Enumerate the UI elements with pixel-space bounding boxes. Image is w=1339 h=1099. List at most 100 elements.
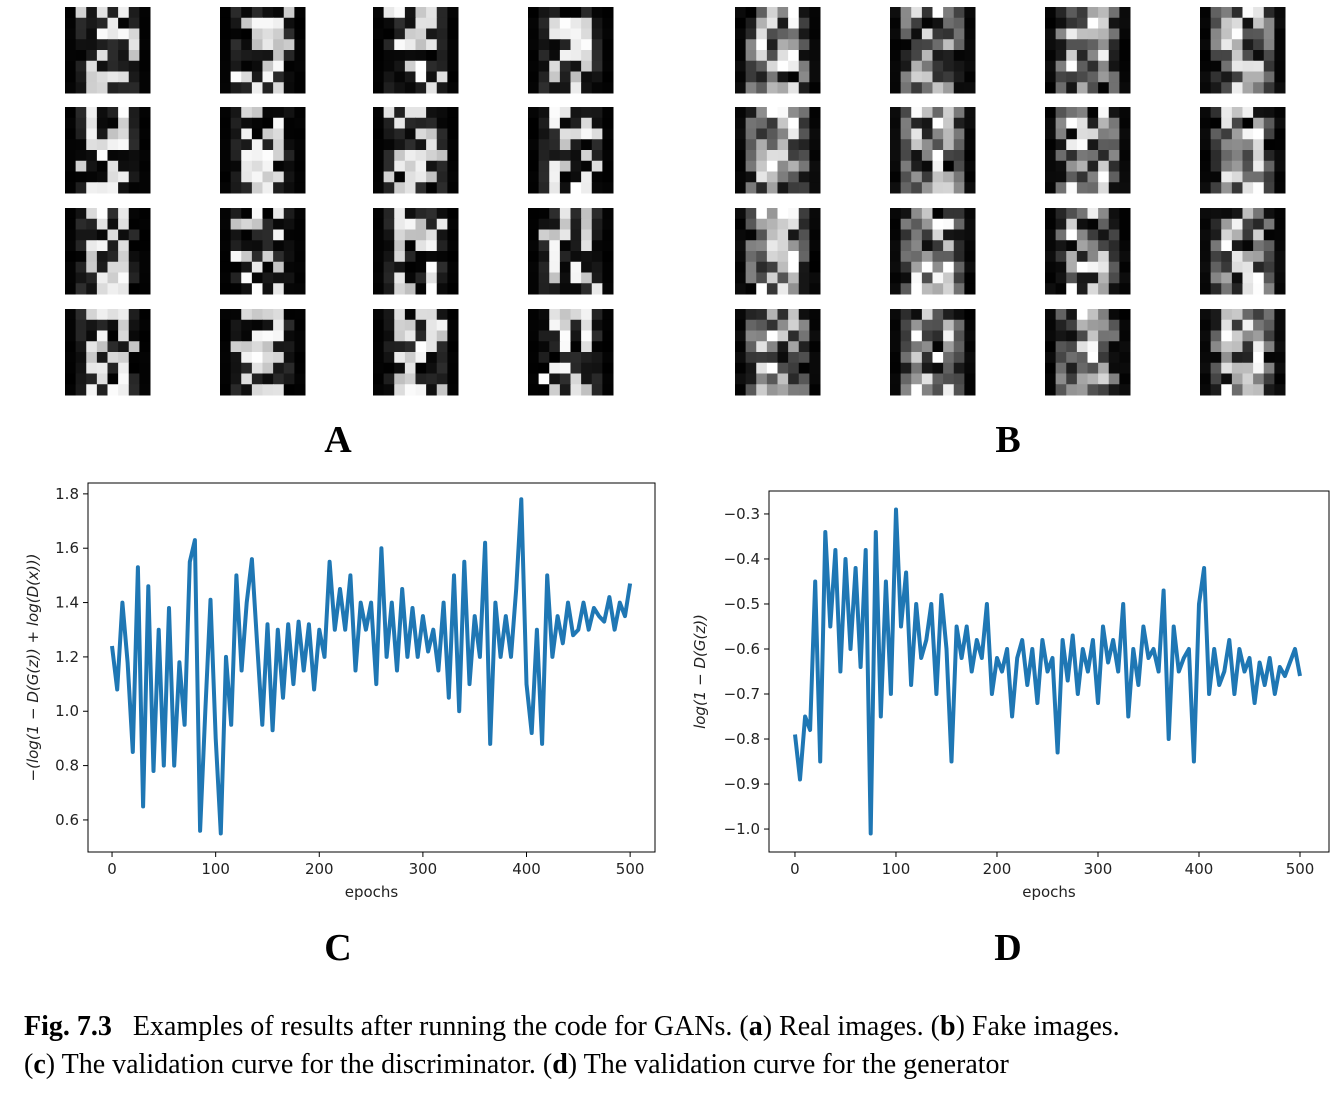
pixel: [96, 272, 108, 284]
pixel: [1242, 309, 1254, 321]
pixel: [911, 218, 923, 230]
pixel: [1076, 139, 1088, 151]
pixel: [404, 139, 416, 151]
pixel: [1274, 283, 1286, 295]
pixel: [1119, 319, 1131, 331]
pixel: [1242, 362, 1254, 374]
pixel: [591, 60, 603, 72]
pixel: [591, 7, 603, 19]
pixel: [735, 272, 747, 284]
pixel: [118, 261, 130, 273]
pixel: [220, 107, 232, 119]
pixel: [943, 39, 955, 51]
pixel: [273, 171, 285, 183]
pixel: [415, 50, 427, 62]
pixel: [900, 251, 912, 263]
pixel: [273, 272, 285, 284]
pixel: [1263, 71, 1275, 83]
pixel: [1108, 128, 1120, 140]
pixel: [745, 71, 757, 83]
pixel: [1253, 283, 1265, 295]
pixel: [766, 82, 778, 94]
pixel: [96, 139, 108, 151]
y-tick-label: −0.9: [724, 775, 760, 793]
pixel: [220, 362, 232, 374]
pixel: [447, 128, 459, 140]
pixel: [230, 28, 242, 40]
pixel: [570, 240, 582, 252]
pixel: [241, 107, 253, 119]
pixel: [1242, 283, 1254, 295]
pixel: [1263, 261, 1275, 273]
pixel: [1210, 341, 1222, 353]
pixel: [426, 117, 438, 129]
pixel: [230, 362, 242, 374]
pixel: [549, 171, 561, 183]
pixel: [262, 373, 274, 385]
pixel: [415, 330, 427, 342]
pixel: [241, 128, 253, 140]
pixel: [283, 28, 295, 40]
pixel: [241, 50, 253, 62]
pixel: [900, 309, 912, 321]
pixel: [538, 150, 550, 162]
pixel: [1045, 71, 1057, 83]
pixel: [798, 139, 810, 151]
pixel: [943, 28, 955, 40]
pixel: [1087, 28, 1099, 40]
pixel: [953, 319, 965, 331]
pixel: [528, 352, 540, 364]
pixel: [1274, 50, 1286, 62]
pixel: [128, 71, 140, 83]
pixel: [96, 71, 108, 83]
pixel: [1108, 107, 1120, 119]
pixel: [283, 362, 295, 374]
pixel: [1087, 117, 1099, 129]
pixel: [602, 229, 614, 241]
pixel: [1108, 28, 1120, 40]
pixel: [1200, 229, 1212, 241]
pixel: [1098, 60, 1110, 72]
pixel: [1242, 50, 1254, 62]
pixel: [559, 71, 571, 83]
pixel: [1200, 139, 1212, 151]
pixel: [383, 309, 395, 321]
pixel: [394, 319, 406, 331]
pixel: [932, 117, 944, 129]
pixel: [230, 160, 242, 172]
pixel: [528, 208, 540, 220]
pixel: [932, 309, 944, 321]
pixel: [1242, 352, 1254, 364]
pixel: [107, 60, 119, 72]
pixel: [383, 229, 395, 241]
pixel: [735, 139, 747, 151]
pixel: [570, 7, 582, 19]
pixel: [426, 384, 438, 396]
pixel: [373, 283, 385, 295]
pixel: [65, 50, 77, 62]
x-tick-label: 500: [616, 860, 645, 878]
pixel: [932, 150, 944, 162]
pixel: [900, 272, 912, 284]
pixel: [549, 261, 561, 273]
pixel: [777, 117, 789, 129]
pixel: [1076, 229, 1088, 241]
pixel: [911, 373, 923, 385]
pixel: [436, 117, 448, 129]
pixel: [415, 283, 427, 295]
pixel: [251, 150, 263, 162]
pixel: [1076, 341, 1088, 353]
axes-frame: [768, 490, 1330, 853]
pixel: [964, 272, 976, 284]
pixel: [921, 208, 933, 220]
pixel: [262, 150, 274, 162]
pixel: [230, 283, 242, 295]
pixel: [75, 39, 87, 51]
pixel: [1087, 362, 1099, 374]
pixel: [1263, 107, 1275, 119]
pixel: [591, 82, 603, 94]
pixel: [549, 251, 561, 263]
pixel: [549, 160, 561, 172]
pixel: [890, 60, 902, 72]
pixel: [436, 107, 448, 119]
